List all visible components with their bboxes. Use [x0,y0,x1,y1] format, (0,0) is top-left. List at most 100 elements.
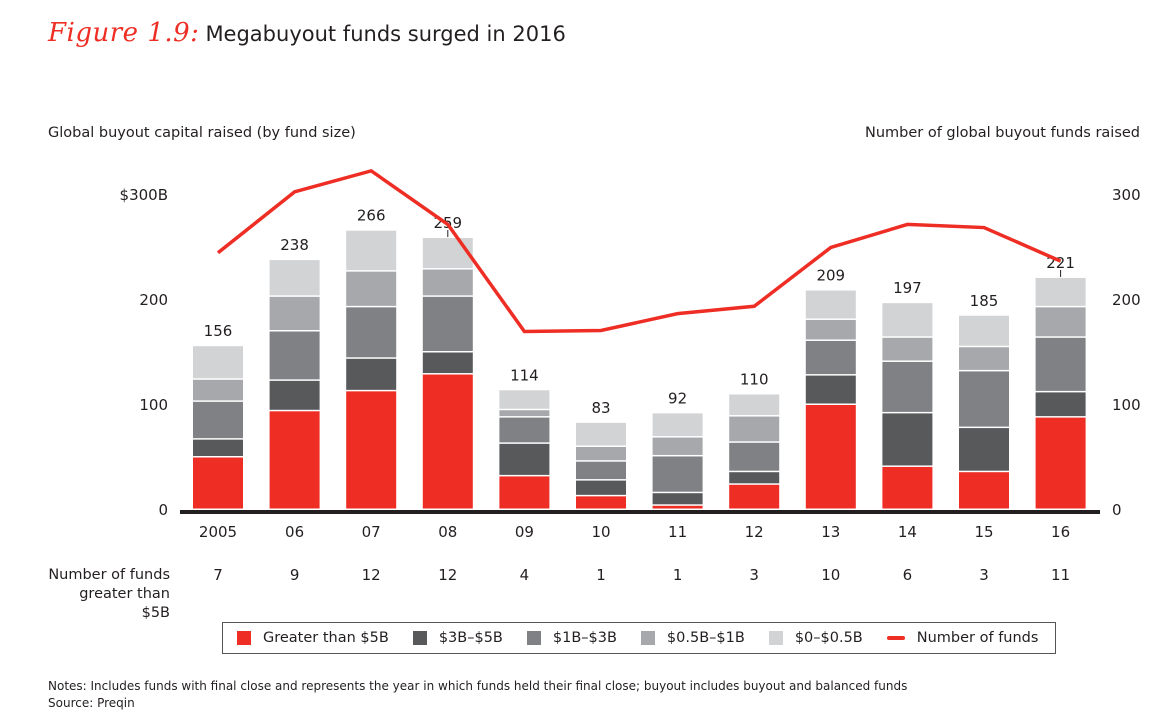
bar-segment [193,401,243,439]
legend-square-swatch-icon [237,631,251,645]
bar-segment [882,413,933,466]
x-tick-label: 07 [362,523,381,541]
bar-segment [729,394,780,416]
bar-segment [346,230,397,271]
bar-segment [652,437,703,455]
bar-segment [959,472,1009,509]
funds-over-5b-value: 4 [520,566,530,584]
bar-total-label: 92 [668,389,687,407]
funds-over-5b-row-label: Number of funds greater than $5B [48,566,170,623]
bar-total-label: 197 [893,279,922,297]
left-tick-label: 200 [139,291,168,309]
legend-item: $0–$0.5B [768,630,863,646]
left-axis-title: Global buyout capital raised (by fund si… [48,125,356,141]
legend-item: Number of funds [886,630,1039,646]
figure-heading: Megabuyout funds surged in 2016 [205,22,566,46]
funds-over-5b-value: 12 [438,566,457,584]
source-text: Source: Preqin [48,696,135,710]
bar-segment [576,496,626,509]
funds-over-5b-value: 12 [362,566,381,584]
x-tick-label: 11 [668,523,687,541]
bar-total-label: 209 [816,267,845,285]
bar-segment [576,447,626,461]
bar-segment [422,296,473,351]
figure-number: Figure 1.9: [48,18,200,48]
bar-segment [959,371,1009,427]
legend-square-swatch-icon [640,631,655,645]
bar-segment [193,457,243,509]
x-tick-label: 13 [821,523,840,541]
bar-segment [269,331,320,380]
bar-segment [193,346,243,379]
x-tick-label: 12 [745,523,764,541]
bar-segment [422,269,473,296]
bar-segment [499,443,550,475]
figure-title: Figure 1.9: Megabuyout funds surged in 20… [48,18,566,48]
bar-segment [576,461,626,480]
legend-item: Greater than $5B [237,630,389,646]
bar-segment [805,340,856,375]
bar-segment [652,413,703,437]
bar-segment [882,337,933,361]
x-tick-label: 09 [515,523,534,541]
legend-label: Number of funds [916,630,1039,646]
row-label-line2: greater than $5B [79,586,170,621]
funds-over-5b-value: 9 [290,566,300,584]
right-tick-label: 100 [1112,396,1141,414]
funds-over-5b-value: 6 [903,566,913,584]
bar-segment [1035,392,1086,417]
x-tick-label: 06 [285,523,304,541]
x-tick-label: 10 [591,523,610,541]
bar-total-label: 83 [591,399,610,417]
bar-segment [269,296,320,330]
legend-item: $3B–$5B [412,630,503,646]
left-tick-label: 100 [139,396,168,414]
x-tick-label: 2005 [199,523,237,541]
bar-segment [729,484,780,509]
bar-segment [499,390,550,409]
legend-item: $0.5B–$1B [640,630,745,646]
bar-segment [1035,337,1086,391]
bar-segment [576,480,626,495]
bar-segment [499,410,550,417]
bar-total-label: 110 [740,371,769,389]
bar-segment [346,358,397,390]
bar-segment [959,315,1009,346]
legend-label: Greater than $5B [263,630,389,646]
bar-segment [882,303,933,337]
bar-total-label: 114 [510,366,539,384]
bar-segment [805,319,856,340]
funds-over-5b-value: 3 [749,566,759,584]
bar-total-label: 266 [357,207,386,225]
row-label-line1: Number of funds [48,567,170,583]
legend-square-swatch-icon [768,631,783,645]
right-tick-label: 200 [1112,291,1141,309]
bar-segment [346,271,397,306]
bar-segment [652,505,703,509]
right-tick-label: 300 [1112,186,1141,204]
legend-label: $3B–$5B [438,630,503,646]
bar-segment [269,260,320,296]
legend: Greater than $5B $3B–$5B $1B–$3B $0.5B–$1B $… [222,622,1056,654]
bar-segment [959,428,1009,471]
bar-segment [1035,417,1086,509]
notes-text: Notes: Includes funds with final close a… [48,679,908,693]
left-tick-label: 0 [158,501,168,519]
bar-segment [805,375,856,404]
bar-segment [652,493,703,505]
bar-segment [499,476,550,509]
bar-segment [729,416,780,442]
bar-segment [882,466,933,509]
bar-segment [499,417,550,443]
legend-label: $0–$0.5B [794,630,863,646]
legend-label: $1B–$3B [552,630,617,646]
bar-segment [805,290,856,319]
bar-segment [805,405,856,509]
funds-over-5b-value: 11 [1051,566,1070,584]
bar-segment [576,422,626,446]
bar-segment [346,391,397,509]
bar-segment [346,307,397,358]
funds-over-5b-value: 10 [821,566,840,584]
bar-segment [193,379,243,401]
bar-segment [1035,307,1086,337]
